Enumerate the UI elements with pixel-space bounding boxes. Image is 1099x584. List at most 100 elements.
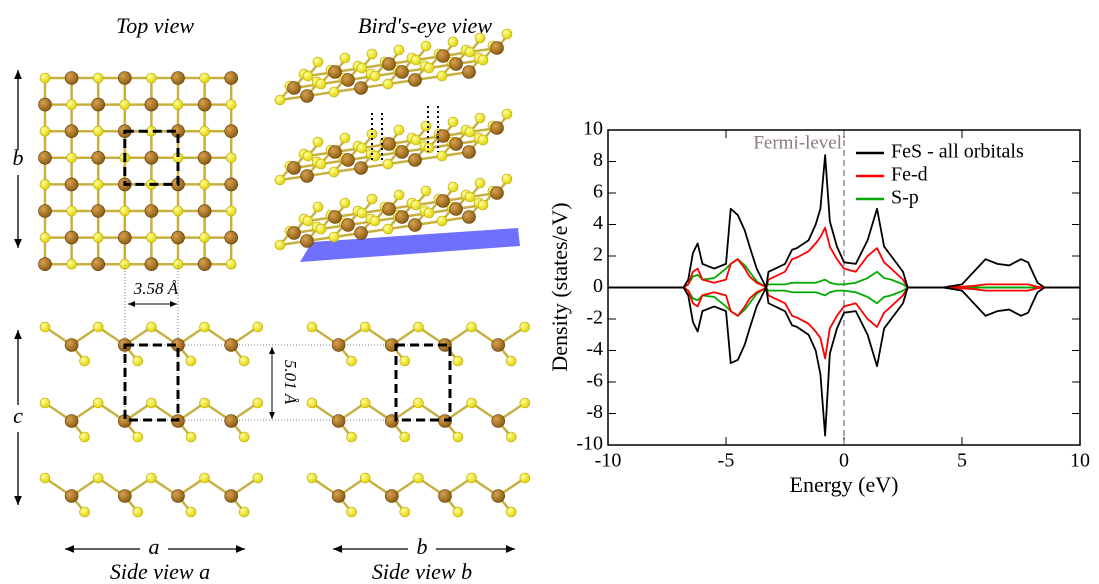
legend-label: Fe-d — [891, 164, 928, 186]
sulfur-atom — [225, 205, 237, 217]
sulfur-atom — [359, 397, 371, 409]
sulfur-atom — [474, 177, 486, 189]
iron-atom — [449, 202, 463, 216]
sulfur-atom — [501, 28, 513, 40]
sulfur-atom — [132, 506, 144, 518]
dos-line — [608, 286, 1080, 437]
iron-atom — [436, 129, 450, 143]
iron-atom — [395, 65, 409, 79]
sulfur-atom — [66, 205, 77, 217]
sulfur-atom — [466, 472, 477, 484]
dos-line — [608, 286, 1080, 317]
y-tick-label: -8 — [586, 401, 603, 423]
dimension-label: 3.58 Å — [133, 279, 179, 298]
iron-atom — [490, 121, 504, 135]
sulfur-atom — [393, 189, 405, 201]
sulfur-atom — [339, 132, 351, 144]
sulfur-atom — [356, 207, 368, 219]
sulfur-atom — [420, 40, 432, 52]
sulfur-atom — [359, 472, 371, 484]
iron-atom — [490, 41, 504, 55]
sulfur-atom — [66, 152, 77, 164]
sulfur-atom — [315, 78, 327, 90]
sulfur-atom — [382, 78, 394, 90]
sulfur-atom — [252, 397, 264, 409]
iron-atom — [328, 65, 342, 79]
caption: Side view b — [372, 559, 472, 584]
iron-atom — [300, 169, 314, 183]
iron-atom — [287, 226, 301, 240]
legend-label: FeS - all orbitals — [891, 141, 1024, 163]
iron-atom — [491, 489, 506, 503]
sulfur-atom — [346, 355, 357, 367]
sulfur-atom — [146, 321, 157, 333]
sulfur-atom — [39, 125, 51, 137]
sulfur-atom — [447, 36, 459, 48]
sulfur-atom — [519, 321, 531, 333]
sulfur-atom — [252, 321, 264, 333]
sulfur-atom — [92, 72, 104, 84]
sulfur-atom — [366, 48, 378, 60]
panel-title: Top view — [116, 13, 194, 38]
iron-atom — [438, 489, 452, 503]
sulfur-atom — [410, 54, 422, 66]
iron-atom — [331, 414, 346, 428]
iron-atom — [341, 218, 355, 232]
sulfur-atom — [410, 134, 422, 146]
iron-atom — [197, 151, 212, 165]
sulfur-atom — [199, 179, 210, 190]
y-tick-label: -2 — [586, 307, 603, 329]
sulfur-atom — [185, 431, 197, 443]
y-tick-label: -10 — [576, 433, 603, 455]
sulfur-atom — [146, 397, 157, 409]
sulfur-atom — [119, 258, 131, 270]
sulfur-atom — [146, 232, 157, 243]
iron-atom — [64, 230, 79, 245]
sulfur-atom — [399, 506, 411, 518]
iron-atom — [331, 489, 346, 503]
iron-atom — [38, 97, 52, 112]
axis-label: b — [13, 145, 24, 170]
iron-atom — [91, 151, 105, 165]
sulfur-atom — [346, 431, 357, 443]
sulfur-atom — [92, 232, 104, 243]
y-tick-label: 0 — [593, 275, 603, 297]
sulfur-atom — [477, 134, 489, 146]
sulfur-atom — [172, 205, 184, 217]
iron-atom — [64, 71, 79, 85]
iron-atom — [341, 73, 355, 87]
top-view — [38, 71, 238, 272]
sulfur-atom — [225, 99, 237, 110]
iron-atom — [118, 230, 132, 245]
iron-atom — [197, 257, 212, 272]
sulfur-atom — [420, 120, 432, 132]
x-tick-label: 5 — [957, 450, 967, 472]
sulfur-atom — [199, 125, 210, 137]
unit-cell — [123, 343, 180, 422]
iron-atom — [38, 257, 52, 272]
y-axis-title: Density (states/eV) — [547, 202, 572, 371]
sulfur-atom — [382, 158, 394, 170]
sulfur-atom — [420, 185, 432, 197]
sulfur-atom — [369, 215, 381, 227]
dimension-label: 5.01 Å — [281, 360, 300, 405]
sulfur-atom — [39, 397, 51, 409]
iron-atom — [91, 204, 105, 218]
annotation: Fermi-level — [753, 132, 842, 153]
iron-atom — [224, 489, 238, 503]
sulfur-atom — [359, 321, 371, 333]
sulfur-atom — [172, 99, 184, 110]
iron-atom — [408, 153, 422, 167]
sulfur-atom — [519, 472, 531, 484]
side-view — [306, 321, 531, 518]
sulfur-atom — [302, 215, 314, 227]
sulfur-atom — [66, 258, 77, 270]
sulfur-atom — [366, 193, 378, 205]
sulfur-atom — [423, 207, 435, 219]
iron-atom — [382, 57, 396, 71]
sulfur-atom — [464, 126, 476, 138]
x-axis-title: Energy (eV) — [790, 472, 899, 497]
sulfur-atom — [79, 355, 90, 367]
sulfur-atom — [356, 142, 368, 154]
